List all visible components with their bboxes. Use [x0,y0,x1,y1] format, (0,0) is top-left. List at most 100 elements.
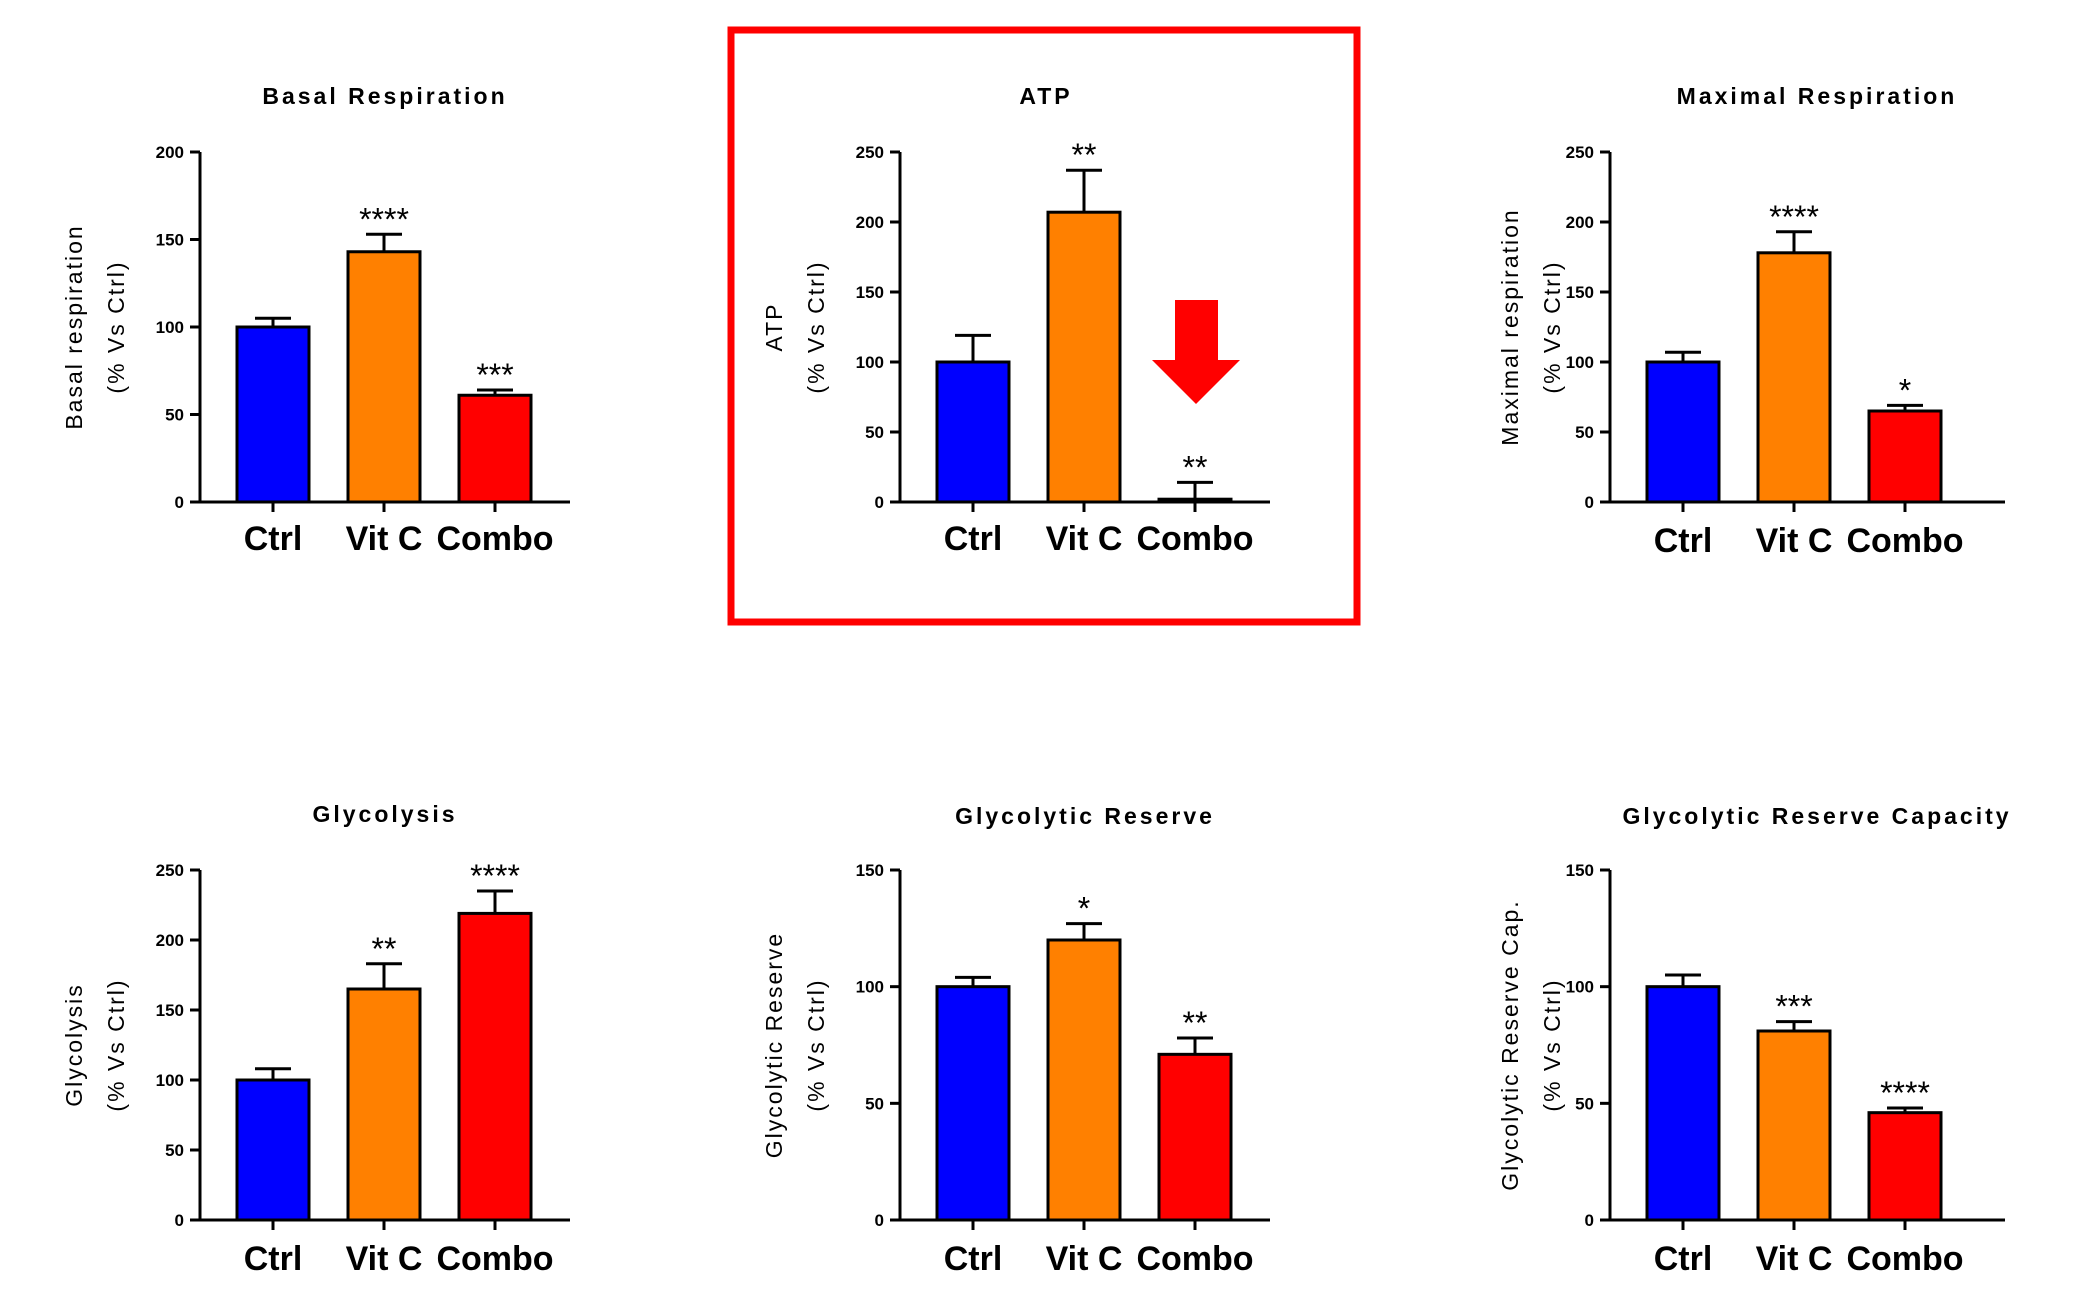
x-tick-label: Combo [436,520,553,558]
y-tick-label: 200 [856,213,884,232]
x-tick-label: Vit C [346,520,423,558]
chart-panel-1: Basal Respiration Basal respiration (% Vs … [61,83,570,558]
bar-vit-c [1046,210,1122,504]
x-tick-label: Ctrl [244,1240,303,1278]
chart-panel-4: Glycolysis Glycolysis (% Vs Ctrl) 0 50 100 150… [61,801,570,1278]
y-tick-label: 200 [156,931,184,950]
chart-title: Basal Respiration [262,83,507,109]
y-tick-label: 0 [1585,1211,1594,1230]
significance-label: *** [1775,989,1812,1025]
y-tick-label: 50 [165,406,184,425]
x-tick-label: Ctrl [944,1240,1003,1278]
x-tick-label: Combo [1846,522,1963,560]
x-tick-label: Ctrl [1654,522,1713,560]
bar-ctrl [235,325,311,504]
bar-vit-c [346,987,422,1222]
x-tick-label: Ctrl [944,520,1003,558]
chart-title: Glycolytic Reserve [955,803,1215,829]
x-tick-label: Ctrl [1654,1240,1713,1278]
chart-title: Maximal Respiration [1677,83,1958,109]
y-axis-label: (% Vs Ctrl) [103,978,129,1111]
bar-combo [1157,497,1233,504]
highlight-box [727,26,1361,626]
significance-label: **** [359,201,409,237]
significance-label: ** [1183,449,1208,485]
chart-title: Glycolytic Reserve Capacity [1622,803,2011,829]
y-tick-label: 150 [156,1001,184,1020]
y-axis-label: ATP [761,302,787,351]
y-tick-label: 50 [1575,1094,1594,1113]
y-axis-label: (% Vs Ctrl) [103,260,129,393]
y-axis-label: Basal respiration [61,224,87,429]
y-tick-label: 100 [856,353,884,372]
y-axis-label: (% Vs Ctrl) [803,978,829,1111]
y-tick-label: 150 [156,231,184,250]
bar-ctrl [235,1078,311,1222]
bar-combo [457,911,533,1222]
x-tick-label: Ctrl [244,520,303,558]
significance-label: * [1899,372,1911,408]
bar-ctrl [1645,360,1721,504]
x-tick-label: Vit C [1756,1240,1833,1278]
significance-label: **** [470,858,520,894]
bar-vit-c [1756,251,1832,504]
y-tick-label: 100 [1566,978,1594,997]
bar-combo [457,393,533,504]
bar-combo [1867,409,1943,504]
y-axis-label: Glycolytic Reserve [761,932,787,1158]
x-tick-label: Vit C [1756,522,1833,560]
down-arrow-icon [1152,300,1240,404]
y-tick-label: 150 [1566,861,1594,880]
y-tick-label: 0 [875,493,884,512]
bar-vit-c [1756,1029,1832,1222]
y-axis-label: (% Vs Ctrl) [1539,978,1565,1111]
y-tick-label: 0 [175,1211,184,1230]
bar-ctrl [935,360,1011,504]
y-tick-label: 150 [1566,283,1594,302]
significance-label: **** [1880,1075,1930,1111]
y-tick-label: 150 [856,861,884,880]
significance-label: *** [476,357,513,393]
y-tick-label: 100 [156,318,184,337]
y-tick-label: 100 [156,1071,184,1090]
y-axis-label: (% Vs Ctrl) [803,260,829,393]
y-tick-label: 200 [156,143,184,162]
y-tick-label: 250 [856,143,884,162]
chart-panel-6: Glycolytic Reserve Capacity Glycolytic Re… [1497,803,2011,1278]
y-axis-label: (% Vs Ctrl) [1539,260,1565,393]
chart-panel-2: ATP ATP (% Vs Ctrl) 0 50 100 150 200 250 Ctrl Vit … [727,26,1361,626]
y-tick-label: 100 [856,978,884,997]
x-tick-label: Vit C [346,1240,423,1278]
bar-combo [1867,1111,1943,1222]
significance-label: ** [1183,1005,1208,1041]
y-tick-label: 50 [165,1141,184,1160]
y-tick-label: 250 [156,861,184,880]
y-axis-label: Glycolysis [61,983,87,1107]
x-tick-label: Vit C [1046,1240,1123,1278]
chart-title: Glycolysis [312,801,457,827]
y-axis-label: Maximal respiration [1497,208,1523,445]
chart-title: ATP [1019,83,1072,109]
significance-label: **** [1769,199,1819,235]
significance-label: ** [1072,137,1097,173]
y-tick-label: 50 [865,1094,884,1113]
y-tick-label: 50 [1575,423,1594,442]
bar-ctrl [1645,985,1721,1222]
y-axis-label: Glycolytic Reserve Cap. [1497,899,1523,1190]
x-tick-label: Combo [436,1240,553,1278]
x-tick-label: Combo [1136,1240,1253,1278]
y-tick-label: 150 [856,283,884,302]
y-tick-label: 250 [1566,143,1594,162]
x-tick-label: Combo [1846,1240,1963,1278]
y-tick-label: 0 [175,493,184,512]
significance-label: ** [372,931,397,967]
chart-panel-3: Maximal Respiration Maximal respiration (%… [1497,83,2005,560]
y-tick-label: 50 [865,423,884,442]
y-tick-label: 200 [1566,213,1594,232]
bar-combo [1157,1052,1233,1222]
bar-vit-c [346,250,422,504]
y-tick-label: 100 [1566,353,1594,372]
x-tick-label: Vit C [1046,520,1123,558]
x-tick-label: Combo [1136,520,1253,558]
